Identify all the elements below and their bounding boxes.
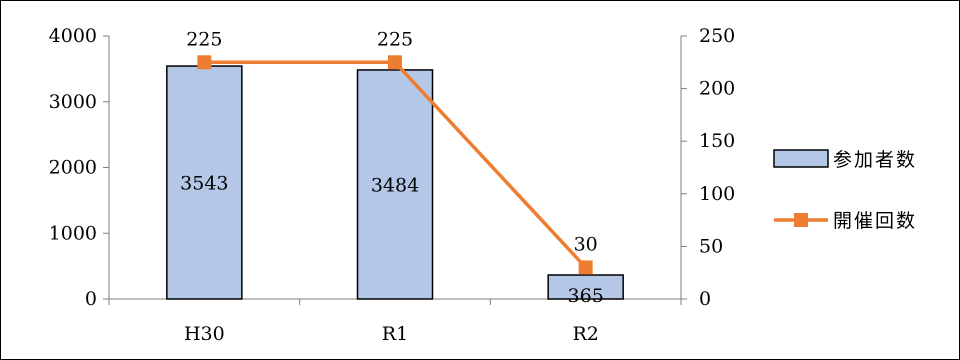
bar-data-label: 3484 — [371, 174, 419, 196]
x-tick-label: R2 — [572, 323, 598, 345]
y-right-tick-label: 150 — [699, 130, 735, 152]
y-left-tick-label: 0 — [85, 288, 97, 310]
line-data-label: 225 — [377, 28, 413, 50]
line-marker — [578, 260, 593, 275]
line-data-label: 225 — [186, 28, 222, 50]
legend-label-sessions: 開催回数 — [833, 210, 917, 232]
y-right-tick-label: 200 — [699, 78, 735, 100]
x-tick-label: H30 — [184, 323, 225, 345]
line-series-sessions — [197, 55, 593, 275]
legend-swatch-participants — [773, 149, 829, 168]
line-marker — [197, 55, 212, 70]
y-right-tick-label: 100 — [699, 183, 735, 205]
line-marker — [388, 55, 402, 70]
bar-data-label: 3543 — [180, 173, 228, 195]
line-data-label: 30 — [574, 233, 598, 255]
axes: 0 1000 2000 3000 4000 0 50 100 150 200 250 H30 R1 R2 — [49, 25, 736, 345]
legend-swatch-sessions-marker — [794, 213, 808, 227]
y-left-tick-label: 3000 — [49, 91, 97, 113]
y-right-tick-label: 0 — [699, 288, 711, 310]
bar-series-participants — [166, 65, 624, 300]
x-tick-label: R1 — [382, 323, 408, 345]
data-labels: 3543 3484 365 225 225 30 — [180, 28, 604, 307]
bar — [166, 65, 243, 300]
legend-label-participants: 参加者数 — [833, 149, 917, 171]
y-left-tick-label: 4000 — [49, 25, 97, 47]
bar — [356, 69, 434, 300]
y-right-tick-label: 250 — [699, 25, 735, 47]
y-right-tick-label: 50 — [699, 235, 723, 257]
bar — [547, 274, 624, 300]
y-left-tick-label: 2000 — [49, 157, 97, 179]
bar-data-label: 365 — [568, 285, 604, 307]
y-left-tick-label: 1000 — [49, 222, 97, 244]
